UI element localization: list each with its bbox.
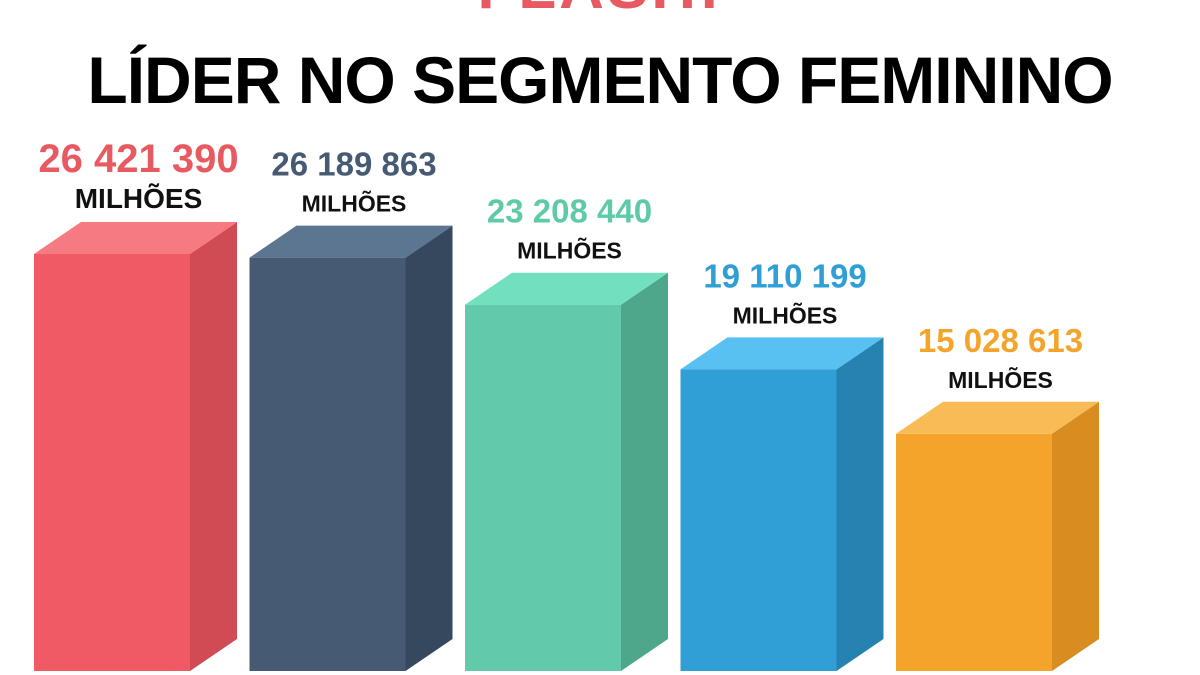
bar-3-top bbox=[465, 272, 668, 305]
bar-4-top bbox=[680, 337, 884, 370]
bar-3-unit-label: MILHÕES bbox=[517, 237, 622, 264]
bar-2-side bbox=[405, 225, 453, 671]
bar-3-value-label: 23 208 440 bbox=[487, 193, 652, 230]
bar-1 bbox=[34, 254, 190, 671]
bar-1-value-label: 26 421 390 bbox=[38, 137, 238, 181]
bar-5-side bbox=[1052, 401, 1099, 671]
bar-1-side bbox=[190, 222, 237, 671]
bar-5-top bbox=[896, 401, 1099, 434]
bar-4 bbox=[680, 369, 837, 671]
bar-5-unit-label: MILHÕES bbox=[948, 366, 1053, 393]
bar-2-top bbox=[249, 225, 453, 258]
bar-3 bbox=[465, 304, 621, 671]
bar-1-unit-label: MILHÕES bbox=[75, 183, 203, 214]
flash-title: FLASH! bbox=[0, 0, 1200, 19]
bar-4-side bbox=[836, 337, 884, 671]
bar-2-value-label: 26 189 863 bbox=[271, 146, 436, 183]
bar-5-value-label: 15 028 613 bbox=[918, 322, 1083, 359]
bar-4-value-label: 19 110 199 bbox=[703, 257, 866, 294]
bar-4-unit-label: MILHÕES bbox=[733, 301, 838, 328]
bar-2 bbox=[249, 257, 406, 671]
page-title: LÍDER NO SEGMENTO FEMININO bbox=[87, 43, 1113, 117]
bar-2-unit-label: MILHÕES bbox=[302, 190, 407, 217]
bar-3-side bbox=[621, 272, 668, 671]
bar-1-top bbox=[34, 222, 237, 254]
bar-5 bbox=[896, 433, 1052, 671]
